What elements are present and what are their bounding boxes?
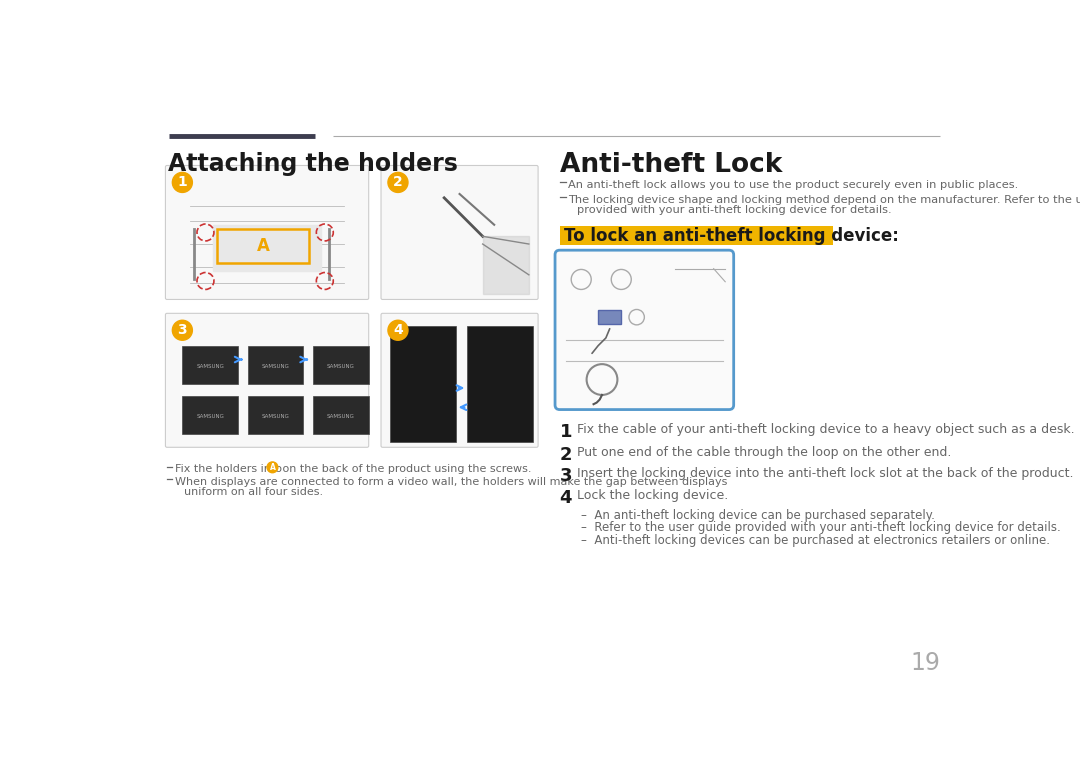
FancyBboxPatch shape xyxy=(555,250,733,410)
FancyBboxPatch shape xyxy=(559,226,833,245)
Text: When displays are connected to form a video wall, the holders will make the gap : When displays are connected to form a vi… xyxy=(175,477,727,487)
Text: Fix the cable of your anti-theft locking device to a heavy object such as a desk: Fix the cable of your anti-theft locking… xyxy=(577,423,1075,436)
Polygon shape xyxy=(483,237,529,294)
Text: An anti-theft lock allows you to use the product securely even in public places.: An anti-theft lock allows you to use the… xyxy=(568,180,1018,190)
Text: –  Anti-theft locking devices can be purchased at electronics retailers or onlin: – Anti-theft locking devices can be purc… xyxy=(581,533,1050,546)
Text: 3: 3 xyxy=(177,324,187,337)
Text: on the back of the product using the screws.: on the back of the product using the scr… xyxy=(280,464,531,475)
Text: Anti-theft Lock: Anti-theft Lock xyxy=(559,152,782,178)
Text: 2: 2 xyxy=(393,175,403,189)
FancyBboxPatch shape xyxy=(598,311,621,324)
Text: provided with your anti-theft locking device for details.: provided with your anti-theft locking de… xyxy=(577,204,891,214)
FancyBboxPatch shape xyxy=(247,396,303,434)
Text: SAMSUNG: SAMSUNG xyxy=(261,364,289,369)
Text: Fix the holders into: Fix the holders into xyxy=(175,464,285,475)
Text: A: A xyxy=(270,463,275,472)
FancyBboxPatch shape xyxy=(165,314,368,447)
Text: Put one end of the cable through the loop on the other end.: Put one end of the cable through the loo… xyxy=(577,446,951,459)
FancyBboxPatch shape xyxy=(183,396,238,434)
Text: SAMSUNG: SAMSUNG xyxy=(197,414,224,419)
Text: 1: 1 xyxy=(177,175,187,189)
Circle shape xyxy=(388,172,408,192)
Circle shape xyxy=(388,320,408,340)
FancyBboxPatch shape xyxy=(165,166,368,299)
Text: uniform on all four sides.: uniform on all four sides. xyxy=(184,487,323,497)
FancyBboxPatch shape xyxy=(313,346,368,384)
Text: SAMSUNG: SAMSUNG xyxy=(327,364,355,369)
Polygon shape xyxy=(213,225,321,271)
Text: The locking device shape and locking method depend on the manufacturer. Refer to: The locking device shape and locking met… xyxy=(568,195,1080,204)
Text: 3: 3 xyxy=(559,467,572,485)
Text: 4: 4 xyxy=(559,489,572,507)
Text: 1: 1 xyxy=(559,423,572,441)
Text: –  An anti-theft locking device can be purchased separately.: – An anti-theft locking device can be pu… xyxy=(581,509,935,522)
FancyBboxPatch shape xyxy=(247,346,303,384)
Text: SAMSUNG: SAMSUNG xyxy=(261,414,289,419)
Text: To lock an anti-theft locking device:: To lock an anti-theft locking device: xyxy=(564,227,899,245)
Text: SAMSUNG: SAMSUNG xyxy=(197,364,224,369)
FancyBboxPatch shape xyxy=(183,346,238,384)
FancyBboxPatch shape xyxy=(313,396,368,434)
FancyBboxPatch shape xyxy=(381,166,538,299)
FancyBboxPatch shape xyxy=(390,327,456,442)
Text: Attaching the holders: Attaching the holders xyxy=(168,152,458,175)
Circle shape xyxy=(173,320,192,340)
Circle shape xyxy=(267,462,278,473)
Text: 2: 2 xyxy=(559,446,572,464)
Circle shape xyxy=(173,172,192,192)
Text: A: A xyxy=(257,237,270,256)
Text: Insert the locking device into the anti-theft lock slot at the back of the produ: Insert the locking device into the anti-… xyxy=(577,467,1074,481)
Text: Lock the locking device.: Lock the locking device. xyxy=(577,489,728,502)
FancyBboxPatch shape xyxy=(468,327,532,442)
FancyBboxPatch shape xyxy=(381,314,538,447)
Text: 19: 19 xyxy=(910,651,940,674)
Text: –  Refer to the user guide provided with your anti-theft locking device for deta: – Refer to the user guide provided with … xyxy=(581,521,1061,534)
Text: 4: 4 xyxy=(393,324,403,337)
Text: SAMSUNG: SAMSUNG xyxy=(327,414,355,419)
